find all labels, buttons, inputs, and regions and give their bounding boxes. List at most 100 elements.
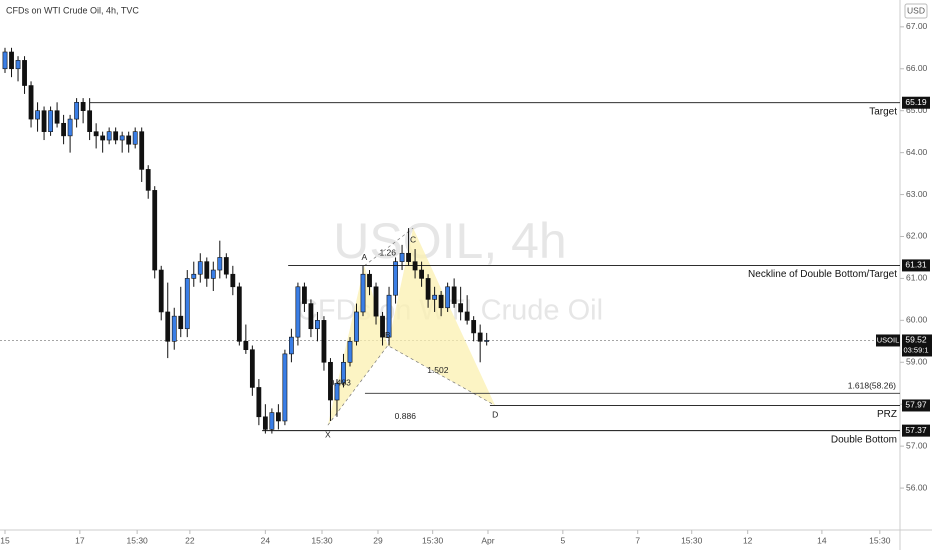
candle-body — [282, 353, 288, 422]
candle-body — [145, 169, 151, 191]
last-price-label: 59.52 — [905, 335, 927, 345]
candle-body — [262, 416, 268, 430]
x-tick-label: 15:30 — [422, 535, 444, 545]
candle-body — [249, 349, 255, 388]
pattern-ratio: 1.26 — [379, 248, 396, 258]
candle-body — [354, 311, 359, 342]
candle-body — [132, 131, 138, 145]
candle-body — [373, 286, 379, 317]
candle-body — [425, 278, 431, 300]
pattern-point-label: A — [361, 252, 367, 262]
candle-body — [432, 294, 438, 300]
level-name: Neckline of Double Bottom/Target — [748, 269, 897, 280]
candle-body — [106, 131, 112, 141]
candle-body — [438, 294, 444, 309]
candle-body — [236, 286, 242, 342]
candle-body — [360, 273, 366, 313]
y-tick-label: 67.00 — [906, 21, 928, 31]
candle-body — [74, 102, 80, 120]
x-tick-label: 22 — [185, 535, 195, 545]
candle-body — [113, 131, 119, 141]
symbol-tag-label: USOIL — [877, 335, 900, 344]
candle-body — [184, 278, 190, 330]
candle-body — [315, 320, 320, 330]
price-tag — [902, 96, 930, 109]
candle-body — [347, 341, 353, 363]
y-tick-label: 60.00 — [906, 315, 928, 325]
candle-body — [302, 286, 307, 304]
candle-body — [419, 269, 424, 279]
pattern-ratio: 0.483 — [330, 377, 352, 387]
candle-body — [139, 131, 145, 170]
x-tick-label: 15 — [0, 535, 10, 545]
level-name: PRZ — [877, 409, 897, 420]
candle-body — [464, 311, 470, 321]
y-tick-label: 62.00 — [906, 231, 928, 241]
level-name: Double Bottom — [831, 434, 897, 445]
x-tick-label: 15:30 — [311, 535, 333, 545]
currency: USD — [907, 5, 925, 15]
candle-body — [256, 387, 262, 418]
candle-body — [15, 60, 21, 70]
pattern-point-label: X — [325, 429, 331, 439]
candle-body — [48, 110, 53, 132]
candle-body — [243, 341, 249, 350]
price-tag — [902, 259, 930, 272]
y-tick-label: 59.00 — [906, 357, 928, 367]
candle-body — [100, 135, 106, 141]
candle-body — [67, 118, 73, 137]
x-tick-label: 5 — [560, 535, 565, 545]
price-tag — [902, 334, 932, 357]
candle-body — [393, 261, 398, 296]
candle-body — [230, 273, 236, 288]
candle-body — [451, 286, 457, 304]
level-name: Target — [869, 106, 897, 117]
candle-body — [28, 85, 34, 120]
x-tick-label: Apr — [481, 535, 494, 545]
candle-body — [191, 273, 197, 279]
pattern-point-label: D — [492, 410, 498, 420]
price-tag — [902, 399, 930, 412]
candle-body — [289, 336, 294, 355]
candle-body — [445, 286, 451, 309]
candle-body — [399, 252, 405, 262]
candle-body — [80, 102, 86, 111]
candle-body — [334, 382, 340, 401]
y-tick-label: 65.00 — [906, 105, 928, 115]
candle-body — [269, 412, 275, 430]
candle-body — [210, 269, 216, 279]
pattern-ratio: 1.502 — [427, 365, 449, 375]
symbol-tag — [876, 334, 900, 347]
candle-body — [41, 110, 47, 132]
candle-body — [217, 257, 223, 271]
price-tag-label: 57.97 — [905, 400, 927, 410]
candle-body — [223, 257, 229, 275]
candle-body — [54, 110, 60, 124]
y-tick-label: 64.00 — [906, 147, 928, 157]
x-tick-label: 15:30 — [681, 535, 703, 545]
pattern-fill — [327, 265, 388, 426]
fib-label: 1.618(58.26) — [848, 381, 896, 391]
candle-body — [484, 340, 490, 342]
pattern-point-label: B — [385, 330, 391, 340]
y-tick-label: 61.00 — [906, 273, 928, 283]
y-tick-label: 63.00 — [906, 189, 928, 199]
candle-body — [9, 51, 14, 70]
candle-body — [152, 190, 158, 271]
candle-body — [158, 269, 164, 313]
countdown: 03:59:1 — [903, 345, 928, 354]
x-tick-label: 24 — [261, 535, 271, 545]
x-tick-label: 7 — [635, 535, 640, 545]
x-tick-label: 12 — [743, 535, 753, 545]
candle-body — [61, 122, 66, 137]
candle-body — [35, 110, 40, 120]
candle-body — [380, 315, 385, 338]
price-tag-label: 65.19 — [905, 97, 927, 107]
candle-body — [2, 51, 8, 70]
candle-body — [308, 303, 314, 330]
candle-body — [471, 320, 477, 334]
pattern-ratio: 0.886 — [395, 411, 417, 421]
x-tick-label: 14 — [817, 535, 827, 545]
candle-body — [93, 131, 99, 137]
